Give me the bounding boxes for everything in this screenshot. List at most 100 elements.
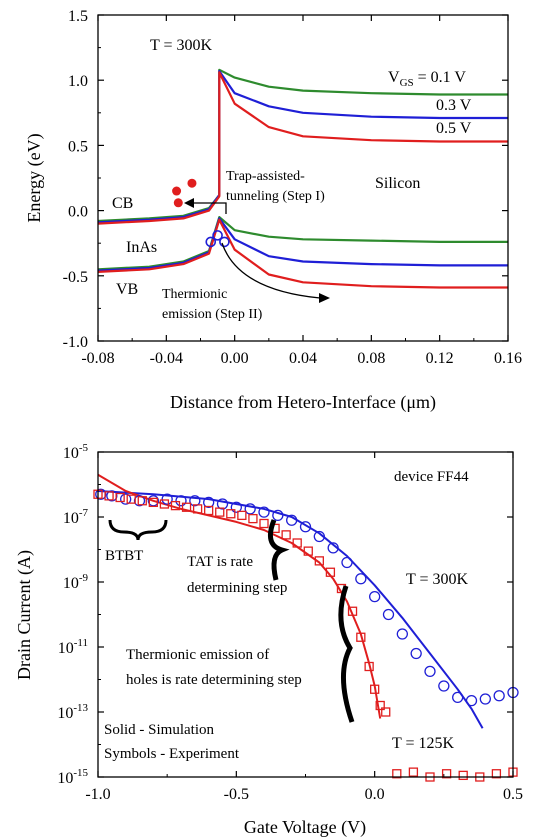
experiment-marker-125k: [259, 518, 269, 529]
experiment-marker-300k: [230, 501, 242, 513]
vb-label: VB: [116, 281, 138, 298]
top-xlabel: Distance from Hetero-Interface (μm): [170, 392, 436, 413]
experiment-marker-125k: [148, 497, 158, 508]
top-y-tick-label: 1.0: [68, 73, 88, 90]
experiment-marker-300k: [175, 495, 187, 507]
experiment-marker-300k: [465, 694, 478, 707]
experiment-marker-125k: [159, 499, 170, 509]
experiment-marker-300k: [258, 506, 270, 518]
hole-marker: [219, 236, 230, 248]
experiment-marker-300k: [133, 495, 146, 507]
bottom-tick-labels: -1.0 -0.5 0.0 0.5 10-5 10-7 10-9 10-11 10-13 10-1…: [57, 442, 523, 803]
top-cb-line-vgs_0_3: [97, 69, 508, 224]
top-x-tick-label: 0.08: [357, 350, 385, 367]
top-panel: -0.08 -0.04 0.00 0.04 0.08 0.12 0.16 1.5 1.0 0.5 0…: [24, 8, 522, 413]
tat-brace: [267, 519, 290, 581]
experiment-marker-300k: [452, 691, 464, 704]
bottom-y-tick-label: 10-7: [63, 507, 89, 527]
vgs-0-5-label: 0.5 V: [436, 120, 472, 137]
experiment-marker-300k: [410, 647, 422, 660]
bottom-y-tick-label: 10-15: [57, 767, 88, 787]
top-tick-labels: -0.08 -0.04 0.00 0.04 0.08 0.12 0.16 1.5 1.0 0.5 0…: [63, 8, 522, 367]
tat-rate-label-line1: TAT is rate: [187, 554, 253, 570]
experiment-marker-125k: [292, 538, 302, 548]
legend-symbols: Symbols - Experiment: [104, 746, 240, 762]
top-x-tick-label: -0.08: [81, 350, 114, 367]
top-y-tick-label: 0.0: [68, 204, 88, 221]
top-x-tick-label: 0.00: [221, 350, 249, 367]
experiment-marker-300k: [161, 493, 173, 505]
experiment-marker-125k: [347, 606, 358, 616]
silicon-label: Silicon: [375, 175, 420, 192]
experiment-marker-300k: [286, 514, 298, 526]
experiment-marker-125k: [356, 632, 366, 642]
te-brace: [338, 585, 355, 723]
tat-arrow: [190, 202, 227, 214]
experiment-marker-125k: [192, 504, 203, 514]
top-x-tick-label: -0.04: [150, 350, 183, 367]
simulation-line-t300_sim: [97, 490, 484, 729]
top-x-tick-label: 0.16: [494, 350, 522, 367]
cb-label: CB: [112, 195, 133, 212]
inas-label: InAs: [126, 239, 157, 256]
experiment-marker-125k: [104, 491, 114, 501]
bottom-x-tick-label: 0.0: [365, 786, 385, 803]
te-arrowhead: [319, 293, 330, 303]
top-cb-line-vgs_0_5: [97, 71, 508, 225]
bottom-ylabel: Drain Current (A): [14, 550, 35, 680]
bottom-current-lines: [97, 473, 484, 729]
experiment-marker-125k: [458, 770, 468, 781]
te-arrow: [221, 242, 321, 299]
experiment-marker-300k: [244, 503, 256, 515]
top-y-tick-label: 1.5: [68, 8, 88, 25]
tat-label-line2: tunneling (Step I): [226, 189, 325, 204]
experiment-marker-300k: [106, 490, 118, 502]
experiment-marker-125k: [126, 494, 136, 504]
bottom-x-tick-label: 0.5: [503, 786, 523, 803]
experiment-marker-125k: [375, 700, 385, 711]
experiment-marker-125k: [392, 769, 402, 779]
top-vb-line-vgs_0_1: [97, 216, 508, 271]
t300-label: T = 300K: [406, 571, 469, 588]
experiment-marker-300k: [355, 573, 367, 585]
experiment-marker-300k: [479, 693, 491, 705]
experiment-marker-125k: [314, 556, 324, 566]
experiment-marker-300k: [272, 509, 284, 522]
top-markers: [172, 178, 230, 248]
top-cb-line-vgs_0_1: [97, 68, 508, 223]
experiment-marker-300k: [424, 665, 436, 678]
experiment-marker-125k: [226, 509, 236, 519]
experiment-marker-125k: [364, 661, 374, 672]
bottom-y-tick-label: 10-9: [63, 572, 89, 592]
tat-rate-label-line2: determining step: [187, 580, 287, 596]
top-temperature-label: T = 300K: [150, 37, 213, 54]
experiment-marker-125k: [170, 500, 181, 511]
experiment-marker-125k: [325, 567, 336, 577]
t125-label: T = 125K: [392, 735, 455, 752]
btbt-label: BTBT: [105, 548, 143, 564]
vgs-0-3-label: 0.3 V: [436, 97, 472, 114]
experiment-marker-125k: [115, 492, 125, 503]
bottom-y-tick-label: 10-11: [58, 637, 88, 657]
experiment-marker-300k: [396, 628, 408, 640]
bottom-x-tick-label: -0.5: [224, 786, 249, 803]
experiment-marker-125k: [408, 767, 419, 777]
experiment-marker-125k: [491, 769, 502, 779]
top-band-lines: [97, 68, 508, 289]
tat-arrowhead: [184, 198, 194, 208]
experiment-marker-300k: [216, 498, 229, 510]
experiment-marker-300k: [120, 493, 132, 505]
experiment-marker-300k: [313, 530, 325, 543]
vgs-label: VGS = 0.1 V: [388, 69, 466, 89]
experiment-marker-125k: [215, 507, 225, 517]
hole-marker: [212, 230, 223, 241]
te-rate-label-line1: Thermionic emission of: [126, 647, 269, 663]
bottom-y-tick-label: 10-5: [63, 442, 89, 462]
top-y-tick-label: 0.5: [68, 138, 88, 155]
trap-marker: [172, 186, 182, 196]
experiment-marker-300k: [95, 488, 107, 500]
top-y-tick-label: -1.0: [63, 334, 88, 351]
experiment-marker-300k: [438, 680, 450, 692]
top-x-tick-label: 0.12: [426, 350, 454, 367]
